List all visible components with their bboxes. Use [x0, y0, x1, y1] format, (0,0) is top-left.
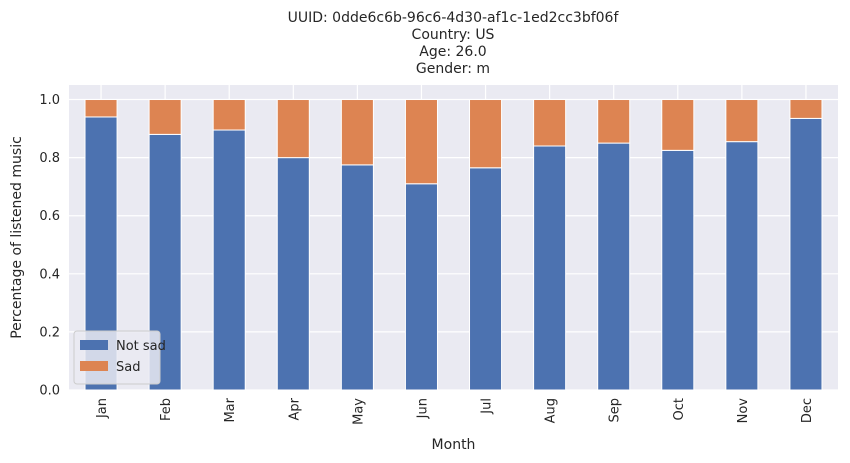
- x-axis-label: Month: [432, 437, 476, 453]
- x-axis-ticks: Jan Feb Mar Apr May Jun Jul Aug Sep Oct Nov Dec: [95, 397, 815, 425]
- bar-sad-apr: [276, 99, 310, 159]
- plot-area: [69, 85, 838, 390]
- bar-sad-sep: [597, 99, 631, 144]
- legend-label: Sad: [116, 360, 140, 375]
- x-tick-label: Mar: [223, 397, 238, 422]
- x-tick-label: Sep: [608, 398, 623, 423]
- bar-sad-may: [340, 99, 374, 166]
- y-tick-label: 0.4: [39, 267, 60, 282]
- y-tick-label: 0.2: [39, 325, 60, 340]
- bar-not-sad-jun: [404, 183, 438, 391]
- x-tick-label: Jul: [480, 398, 495, 415]
- bar-not-sad-sep: [597, 142, 631, 391]
- legend-swatch: [80, 340, 108, 350]
- bar-not-sad-oct: [661, 149, 695, 391]
- x-tick-label: Nov: [736, 398, 751, 424]
- bar-not-sad-nov: [725, 141, 759, 391]
- x-tick-label: Oct: [672, 398, 687, 420]
- x-tick-label: Jun: [415, 398, 430, 419]
- y-tick-label: 0.0: [39, 384, 60, 399]
- bar-sad-feb: [148, 99, 182, 135]
- legend-label: Not sad: [116, 339, 166, 354]
- bar-sad-nov: [725, 99, 759, 143]
- bar-sad-jun: [404, 99, 438, 185]
- x-tick-label: Feb: [159, 398, 174, 421]
- x-tick-label: Aug: [544, 398, 559, 423]
- title-line: Country: US: [412, 27, 495, 43]
- bar-sad-jan: [84, 99, 118, 118]
- y-tick-label: 0.6: [39, 209, 60, 224]
- chart-title: UUID: 0dde6c6b-96c6-4d30-af1c-1ed2cc3bf0…: [288, 10, 620, 77]
- y-tick-label: 1.0: [39, 93, 60, 108]
- bar-not-sad-aug: [533, 145, 567, 391]
- bar-not-sad-mar: [212, 129, 246, 391]
- y-tick-label: 0.8: [39, 151, 60, 166]
- bar-not-sad-dec: [789, 117, 823, 391]
- title-line: Gender: m: [416, 61, 490, 77]
- bar-sad-aug: [533, 99, 567, 147]
- legend: Not sad Sad: [73, 330, 166, 385]
- bar-sad-oct: [661, 99, 695, 151]
- x-tick-label: Jan: [95, 398, 110, 419]
- bar-not-sad-may: [340, 164, 374, 391]
- bar-sad-jul: [469, 99, 503, 169]
- y-axis-ticks: 0.0 0.2 0.4 0.6 0.8 1.0: [39, 93, 60, 398]
- bar-sad-dec: [789, 99, 823, 119]
- title-line: UUID: 0dde6c6b-96c6-4d30-af1c-1ed2cc3bf0…: [288, 10, 620, 26]
- x-tick-label: Apr: [287, 397, 302, 420]
- bar-not-sad-apr: [276, 157, 310, 391]
- bar-sad-mar: [212, 99, 246, 131]
- bar-not-sad-jul: [469, 167, 503, 391]
- y-axis-label: Percentage of listened music: [9, 136, 25, 339]
- title-line: Age: 26.0: [419, 44, 486, 60]
- legend-swatch: [80, 361, 108, 371]
- x-tick-label: May: [351, 398, 366, 425]
- x-tick-label: Dec: [800, 398, 815, 423]
